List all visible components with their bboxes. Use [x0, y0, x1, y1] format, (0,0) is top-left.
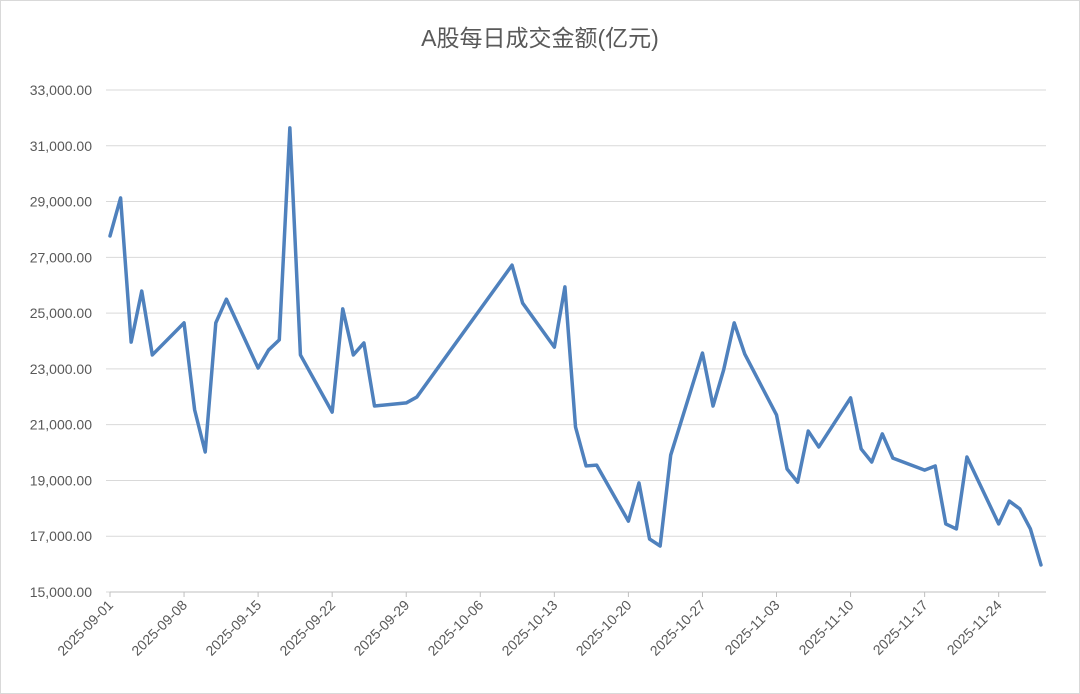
y-tick-label: 17,000.00 [30, 528, 92, 544]
y-tick-label: 23,000.00 [30, 361, 92, 377]
chart-title: A股每日成交金额(亿元) [421, 25, 659, 51]
y-tick-label: 33,000.00 [30, 82, 92, 98]
y-tick-label: 15,000.00 [30, 584, 92, 600]
y-tick-label: 21,000.00 [30, 417, 92, 433]
y-tick-label: 29,000.00 [30, 194, 92, 210]
y-tick-label: 19,000.00 [30, 472, 92, 488]
y-tick-label: 31,000.00 [30, 138, 92, 154]
y-tick-label: 25,000.00 [30, 305, 92, 321]
data-line [108, 126, 1043, 567]
y-tick-label: 27,000.00 [30, 249, 92, 265]
